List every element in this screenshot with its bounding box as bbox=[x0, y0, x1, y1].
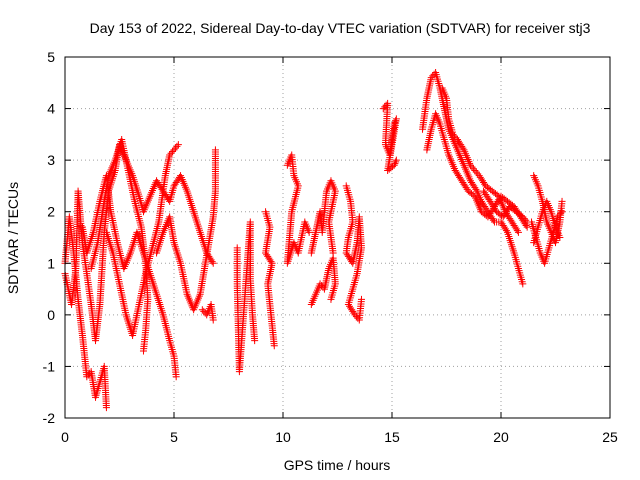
y-tick-label: 4 bbox=[47, 101, 55, 117]
data-point bbox=[209, 316, 217, 324]
data-point bbox=[555, 211, 563, 219]
data-point bbox=[459, 144, 467, 152]
y-tick-label: 0 bbox=[47, 307, 55, 323]
data-point bbox=[166, 151, 174, 159]
data-point bbox=[449, 130, 457, 138]
data-point bbox=[198, 306, 206, 314]
data-point bbox=[471, 166, 479, 174]
data-point bbox=[170, 146, 178, 154]
data-points bbox=[61, 68, 566, 412]
data-point bbox=[427, 74, 435, 82]
data-point bbox=[167, 149, 175, 157]
x-tick-label: 20 bbox=[493, 429, 509, 445]
y-tick-label: 5 bbox=[47, 49, 55, 65]
data-point bbox=[520, 215, 528, 223]
data-point bbox=[316, 280, 324, 288]
data-point bbox=[392, 156, 400, 164]
x-tick-label: 5 bbox=[170, 429, 178, 445]
data-point bbox=[519, 280, 527, 288]
y-tick-label: 1 bbox=[47, 255, 55, 271]
data-point bbox=[211, 146, 219, 154]
data-point bbox=[466, 161, 474, 169]
y-tick-label: -2 bbox=[43, 410, 56, 426]
data-point bbox=[209, 259, 217, 267]
data-point bbox=[351, 311, 359, 319]
x-axis-tick-labels: 0 5 10 15 20 25 bbox=[61, 429, 618, 445]
data-point bbox=[169, 148, 177, 156]
data-point bbox=[519, 213, 527, 221]
y-axis-tick-labels: -2 -1 0 1 2 3 4 5 bbox=[43, 49, 56, 426]
data-point bbox=[558, 208, 566, 216]
data-point bbox=[469, 165, 477, 173]
x-tick-label: 25 bbox=[602, 429, 618, 445]
data-point bbox=[392, 158, 400, 166]
y-axis-label: SDTVAR / TECUs bbox=[5, 182, 21, 294]
data-point bbox=[472, 185, 480, 193]
x-axis-label: GPS time / hours bbox=[284, 457, 391, 473]
data-point bbox=[514, 228, 522, 236]
data-point bbox=[171, 144, 179, 152]
data-point bbox=[102, 404, 110, 412]
data-point bbox=[83, 373, 91, 381]
data-point bbox=[513, 227, 521, 235]
data-point bbox=[139, 347, 147, 355]
data-point bbox=[391, 160, 399, 168]
y-tick-label: 2 bbox=[47, 204, 55, 220]
data-point bbox=[429, 72, 437, 80]
plot-frame bbox=[64, 56, 611, 419]
data-point bbox=[318, 282, 326, 290]
data-point bbox=[174, 141, 182, 149]
data-point bbox=[305, 228, 313, 236]
data-point bbox=[472, 168, 480, 176]
data-point bbox=[517, 212, 525, 220]
data-point bbox=[502, 227, 510, 235]
axis-ticks bbox=[64, 56, 611, 419]
y-tick-label: -1 bbox=[43, 358, 56, 374]
data-point bbox=[489, 216, 497, 224]
data-point bbox=[251, 337, 259, 345]
data-point bbox=[379, 105, 387, 113]
data-point bbox=[84, 371, 92, 379]
data-point bbox=[554, 213, 562, 221]
data-point bbox=[390, 161, 398, 169]
data-point bbox=[270, 342, 278, 350]
x-tick-label: 10 bbox=[275, 429, 291, 445]
x-tick-label: 0 bbox=[61, 429, 69, 445]
data-point bbox=[468, 163, 476, 171]
data-point bbox=[173, 142, 181, 150]
data-point bbox=[450, 132, 458, 140]
data-point bbox=[522, 216, 530, 224]
data-point bbox=[558, 197, 566, 205]
chart-title: Day 153 of 2022, Sidereal Day-to-day VTE… bbox=[90, 20, 591, 36]
data-point bbox=[208, 258, 216, 266]
grid-lines bbox=[65, 57, 610, 418]
x-tick-label: 15 bbox=[384, 429, 400, 445]
data-point bbox=[200, 307, 208, 315]
data-point bbox=[352, 313, 360, 321]
data-point bbox=[556, 234, 564, 241]
data-point bbox=[557, 209, 565, 217]
y-tick-label: 3 bbox=[47, 152, 55, 168]
data-point bbox=[357, 295, 365, 303]
data-point bbox=[327, 295, 335, 303]
data-point bbox=[267, 258, 275, 266]
data-point bbox=[172, 373, 180, 381]
